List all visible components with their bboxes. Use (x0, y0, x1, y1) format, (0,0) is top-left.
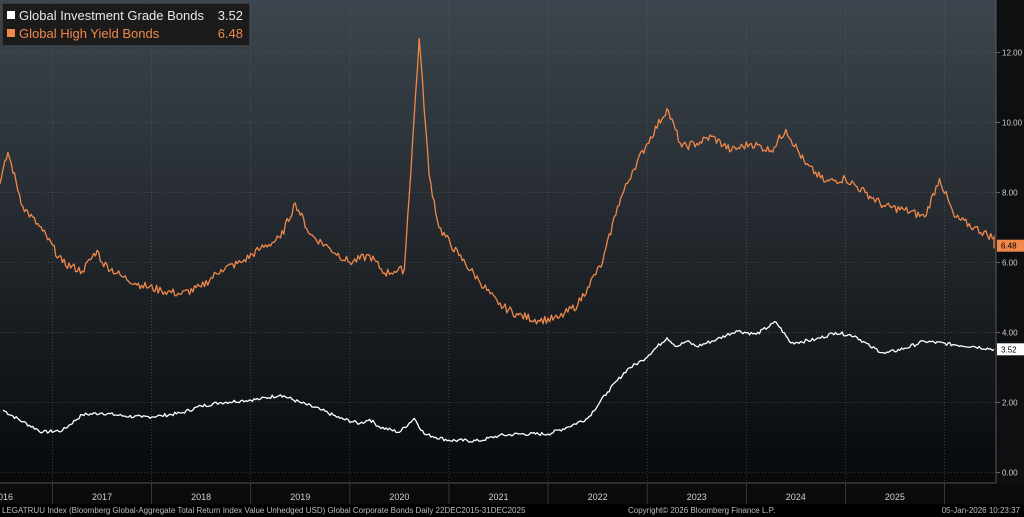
y-tick-label: 2.00 (1002, 399, 1018, 408)
last-value-tag (997, 239, 1024, 252)
series-group (0, 37, 995, 443)
y-tick-label: 8.00 (1002, 189, 1018, 198)
x-tick-label: 2019 (290, 492, 310, 502)
legend-item-ig: Global Investment Grade Bonds 3.52 (7, 6, 243, 24)
footer: LEGATRUU Index (Bloomberg Global-Aggrega… (0, 504, 1024, 517)
legend-item-hy: Global High Yield Bonds 6.48 (7, 24, 243, 42)
legend-swatch-hy (7, 29, 15, 37)
x-tick-label: 2022 (588, 492, 608, 502)
last-value-label: 6.48 (1001, 242, 1017, 251)
footer-timestamp: 05-Jan-2026 10:23:37 (941, 506, 1020, 515)
x-axis: 2016 2017 2018 2019 2020 2021 2022 2023 2024 2025 (0, 482, 1024, 504)
grid-lines (0, 0, 996, 483)
x-tick-label: 2017 (92, 492, 112, 502)
y-tick-label: 4.00 (1002, 329, 1018, 338)
x-tick-label: 2024 (786, 492, 806, 502)
y-axis: 0.00 2.00 4.00 6.00 8.00 10.00 12.00 (995, 0, 1023, 483)
x-tick-label: 2021 (488, 492, 508, 502)
legend-label: Global Investment Grade Bonds (19, 7, 204, 23)
legend-value: 3.52 (217, 7, 243, 23)
footer-source: LEGATRUU Index (Bloomberg Global-Aggrega… (2, 506, 526, 515)
legend-value: 6.48 (217, 25, 243, 41)
x-tick-label: 2020 (389, 492, 409, 502)
y-tick-label: 0.00 (1002, 469, 1018, 478)
last-value-tag (997, 343, 1024, 356)
series-line (0, 37, 995, 325)
plot-background (0, 0, 996, 483)
series-line (2, 321, 995, 443)
last-value-label: 3.52 (1001, 345, 1017, 354)
legend-swatch-ig (7, 11, 15, 19)
y-tick-label: 10.00 (1002, 119, 1023, 128)
x-tick-label: 2023 (687, 492, 707, 502)
x-axis-band (0, 483, 1024, 504)
legend-label: Global High Yield Bonds (19, 25, 160, 41)
y-tick-label: 12.00 (1002, 49, 1023, 58)
y-tick-label: 6.00 (1002, 259, 1018, 268)
footer-copyright: Copyright© 2026 Bloomberg Finance L.P. (628, 506, 776, 515)
x-tick-label: 2025 (885, 492, 905, 502)
last-value-labels: 3.52 6.48 (997, 239, 1024, 356)
x-tick-label: 2016 (0, 492, 13, 502)
legend: Global Investment Grade Bonds 3.52 Globa… (2, 3, 250, 46)
x-tick-label: 2018 (191, 492, 211, 502)
